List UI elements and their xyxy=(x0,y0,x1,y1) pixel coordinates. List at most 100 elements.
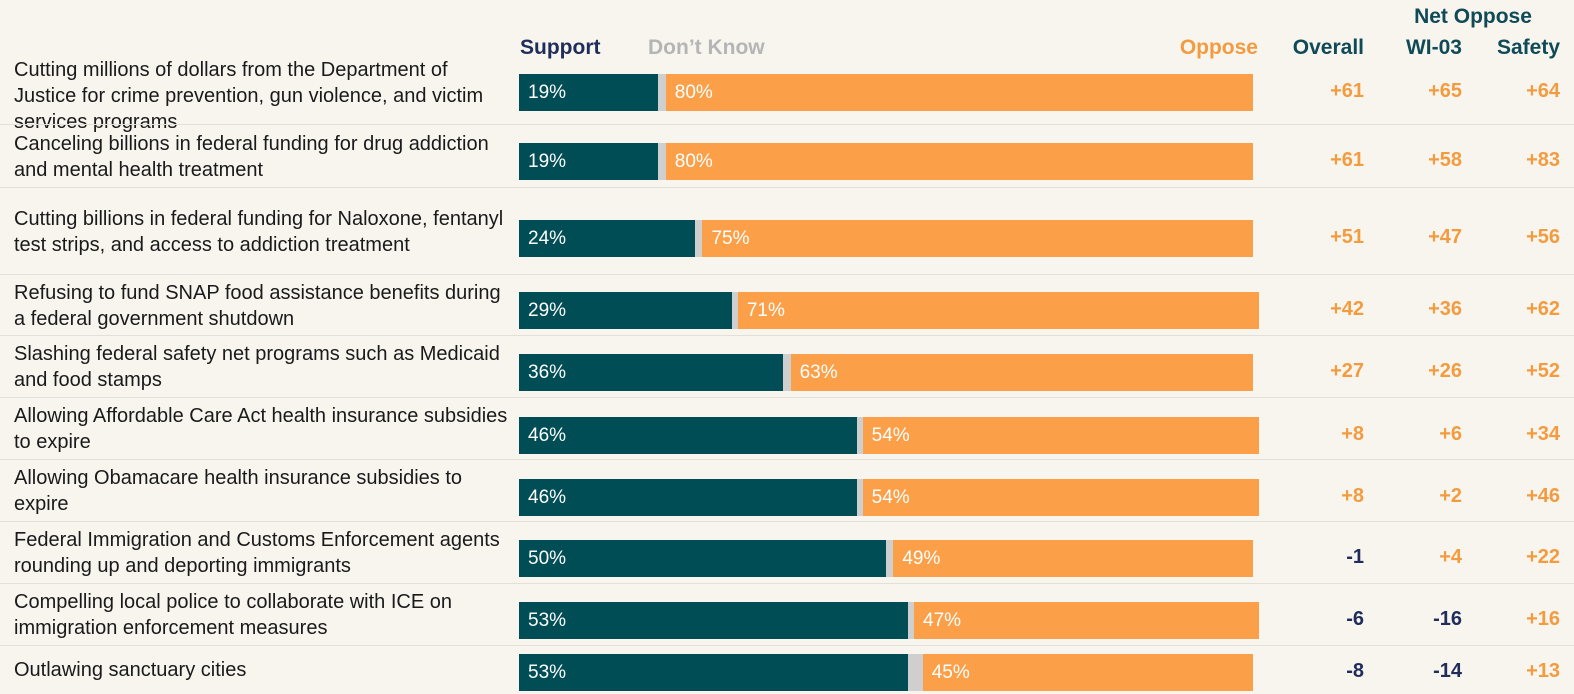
row-label-text: Cutting millions of dollars from the Dep… xyxy=(14,58,484,133)
net-overall: +51 xyxy=(1330,226,1364,248)
bar-dont-know xyxy=(856,417,863,454)
oppose-value-label: 80% xyxy=(674,82,713,103)
net-overall: +61 xyxy=(1330,80,1364,102)
bar-oppose: 45% xyxy=(922,654,1253,691)
row-label: Cutting billions in federal funding for … xyxy=(14,188,514,275)
row-divider xyxy=(0,274,1574,275)
legend-dont-know: Don’t Know xyxy=(648,36,765,59)
bar-dont-know xyxy=(695,220,703,257)
chart-row: Cutting billions in federal funding for … xyxy=(0,188,1574,275)
bar-oppose: 47% xyxy=(914,602,1259,639)
row-divider xyxy=(0,645,1574,646)
row-label-text: Allowing Obamacare health insurance subs… xyxy=(14,467,463,515)
bar-support: 50% xyxy=(519,540,886,577)
stacked-bar: 36% 63% xyxy=(519,354,1253,391)
stacked-bar: 19% 80% xyxy=(519,74,1253,111)
bar-oppose: 80% xyxy=(665,74,1253,111)
bar-oppose: 63% xyxy=(790,354,1253,391)
net-safety: +64 xyxy=(1526,80,1560,102)
net-col-safety: Safety xyxy=(1496,36,1560,59)
bar-dont-know xyxy=(731,292,738,329)
legend-support: Support xyxy=(520,36,601,59)
net-oppose-header: Net Oppose xyxy=(1414,5,1532,28)
row-label: Compelling local police to collaborate w… xyxy=(14,584,514,646)
chart-row: Allowing Affordable Care Act health insu… xyxy=(0,398,1574,460)
support-value-label: 29% xyxy=(528,300,567,321)
bar-dont-know xyxy=(886,540,894,577)
row-label: Canceling billions in federal funding fo… xyxy=(14,125,514,188)
net-overall: +42 xyxy=(1330,298,1364,320)
net-wi03: +58 xyxy=(1428,149,1462,171)
chart-row: Canceling billions in federal funding fo… xyxy=(0,125,1574,188)
support-value-label: 46% xyxy=(528,425,567,446)
stacked-bar: 46% 54% xyxy=(519,479,1259,516)
bar-support: 19% xyxy=(519,74,659,111)
row-divider xyxy=(0,583,1574,584)
net-safety: +52 xyxy=(1526,360,1560,382)
bar-dont-know xyxy=(658,74,666,111)
net-safety: +13 xyxy=(1526,660,1560,682)
stacked-bar: 50% 49% xyxy=(519,540,1253,577)
bar-dont-know xyxy=(783,354,791,391)
net-col-overall: Overall xyxy=(1292,36,1364,59)
row-label: Cutting millions of dollars from the Dep… xyxy=(14,59,514,133)
bar-support: 46% xyxy=(519,417,857,454)
net-wi03: -16 xyxy=(1433,608,1462,630)
bar-dont-know xyxy=(658,143,666,180)
net-safety: +46 xyxy=(1526,485,1560,507)
oppose-value-label: 54% xyxy=(871,487,910,508)
bar-support: 29% xyxy=(519,292,732,329)
row-divider xyxy=(0,397,1574,398)
oppose-value-label: 63% xyxy=(799,362,838,383)
row-divider xyxy=(0,124,1574,125)
chart-row: Slashing federal safety net programs suc… xyxy=(0,336,1574,398)
net-wi03: +47 xyxy=(1428,226,1462,248)
net-wi03: +65 xyxy=(1428,80,1462,102)
net-wi03: +26 xyxy=(1428,360,1462,382)
row-label: Slashing federal safety net programs suc… xyxy=(14,336,514,398)
chart-row: Federal Immigration and Customs Enforcem… xyxy=(0,522,1574,584)
net-overall: -8 xyxy=(1346,660,1364,682)
row-label-text: Compelling local police to collaborate w… xyxy=(14,591,453,639)
support-value-label: 53% xyxy=(528,662,567,683)
bar-oppose: 49% xyxy=(893,540,1253,577)
stacked-bar: 24% 75% xyxy=(519,220,1253,257)
oppose-value-label: 49% xyxy=(902,548,941,569)
bar-oppose: 80% xyxy=(665,143,1253,180)
oppose-value-label: 80% xyxy=(674,151,713,172)
net-overall: -1 xyxy=(1346,546,1364,568)
support-value-label: 50% xyxy=(528,548,567,569)
support-value-label: 19% xyxy=(528,151,567,172)
row-label-text: Canceling billions in federal funding fo… xyxy=(14,132,489,181)
row-label: Federal Immigration and Customs Enforcem… xyxy=(14,522,514,584)
bar-support: 53% xyxy=(519,654,909,691)
legend-oppose: Oppose xyxy=(1179,36,1258,59)
net-safety: +62 xyxy=(1526,298,1560,320)
stacked-bar: 53% 47% xyxy=(519,602,1259,639)
row-label: Allowing Obamacare health insurance subs… xyxy=(14,460,514,522)
bar-oppose: 54% xyxy=(862,417,1259,454)
chart-row: Allowing Obamacare health insurance subs… xyxy=(0,460,1574,522)
row-label-text: Federal Immigration and Customs Enforcem… xyxy=(14,529,500,577)
row-label-text: Cutting billions in federal funding for … xyxy=(14,207,504,256)
row-divider xyxy=(0,459,1574,460)
oppose-value-label: 54% xyxy=(871,425,910,446)
bar-support: 24% xyxy=(519,220,696,257)
net-wi03: +36 xyxy=(1428,298,1462,320)
row-label: Allowing Affordable Care Act health insu… xyxy=(14,398,514,460)
row-label-text: Outlawing sanctuary cities xyxy=(14,659,247,681)
net-wi03: +6 xyxy=(1439,423,1462,445)
stacked-bar: 29% 71% xyxy=(519,292,1259,329)
stacked-bar: 53% 45% xyxy=(519,654,1253,691)
row-divider xyxy=(0,335,1574,336)
oppose-value-label: 45% xyxy=(931,662,970,683)
stacked-bar: 19% 80% xyxy=(519,143,1253,180)
stacked-bar: 46% 54% xyxy=(519,417,1259,454)
row-divider xyxy=(0,187,1574,188)
net-overall: +8 xyxy=(1341,423,1364,445)
support-value-label: 46% xyxy=(528,487,567,508)
bar-support: 19% xyxy=(519,143,659,180)
chart-row: Cutting millions of dollars from the Dep… xyxy=(0,59,1574,133)
oppose-value-label: 47% xyxy=(923,610,962,631)
net-col-wi03: WI-03 xyxy=(1405,36,1462,59)
